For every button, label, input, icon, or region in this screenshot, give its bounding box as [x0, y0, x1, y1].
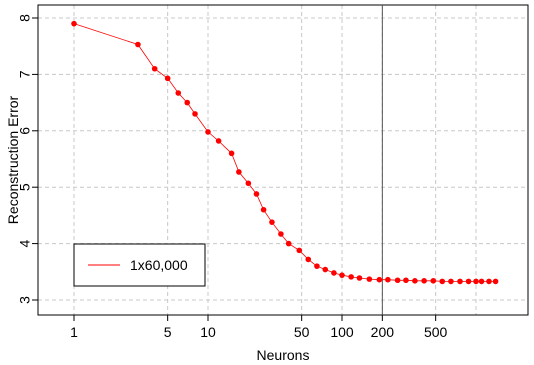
data-point: [457, 278, 463, 285]
x-tick-label: 1: [70, 324, 78, 340]
data-point: [492, 278, 499, 285]
data-point: [253, 191, 260, 197]
data-point: [151, 65, 158, 72]
series-line: [73, 23, 496, 282]
legend-series-label: 1x60,000: [130, 257, 188, 273]
data-point: [192, 111, 198, 117]
data-point: [339, 272, 345, 278]
y-axis-ticks: 3 4 5 6 7 8: [17, 14, 38, 304]
data-point: [314, 263, 320, 269]
data-point: [296, 247, 303, 254]
data-point: [465, 278, 472, 285]
data-point: [430, 278, 437, 284]
y-tick-label: 8: [17, 14, 33, 22]
x-axis-title: Neurons: [257, 347, 310, 363]
data-point: [366, 276, 373, 282]
data-point: [331, 270, 337, 276]
plot-frame: [37, 4, 529, 316]
x-tick-label: 5: [164, 324, 172, 340]
x-tick-label: 10: [200, 324, 216, 340]
x-tick-label: 100: [330, 324, 354, 340]
data-point: [205, 129, 211, 135]
data-point: [305, 256, 312, 263]
data-point: [322, 266, 329, 273]
data-point: [412, 278, 418, 284]
data-point: [285, 240, 292, 247]
data-point: [260, 206, 267, 213]
data-point: [236, 169, 242, 175]
data-point: [486, 278, 492, 285]
data-point: [376, 276, 383, 283]
data-point: [385, 276, 391, 283]
y-axis-title: Reconstruction Error: [5, 95, 21, 224]
data-point: [473, 278, 479, 285]
data-point: [448, 278, 454, 285]
data-point: [215, 138, 222, 144]
series-layer: [71, 20, 499, 285]
x-tick-label: 50: [294, 324, 310, 340]
data-point: [71, 20, 77, 27]
data-point: [228, 150, 235, 157]
y-tick-label: 7: [17, 70, 33, 78]
data-point: [278, 231, 284, 237]
x-tick-label: 200: [371, 324, 395, 340]
y-tick-label: 4: [17, 239, 33, 247]
data-point: [245, 180, 252, 187]
data-point: [184, 99, 191, 106]
data-point: [348, 274, 354, 280]
y-tick-label: 3: [17, 296, 33, 304]
data-point: [164, 75, 171, 82]
y-tick-label: 6: [17, 127, 33, 135]
data-point: [394, 277, 401, 284]
x-tick-label: 500: [424, 324, 448, 340]
data-point: [403, 277, 409, 284]
data-point: [421, 278, 427, 284]
x-axis-ticks: 1 5 10 50 100 200 500: [70, 315, 448, 340]
data-point: [135, 41, 141, 48]
data-point: [269, 219, 275, 225]
legend: 1x60,000: [73, 243, 206, 287]
data-point: [439, 278, 446, 285]
data-point: [356, 275, 363, 281]
grid: [38, 5, 528, 315]
data-point: [175, 90, 182, 96]
data-point: [478, 278, 485, 285]
y-tick-label: 5: [17, 183, 33, 191]
